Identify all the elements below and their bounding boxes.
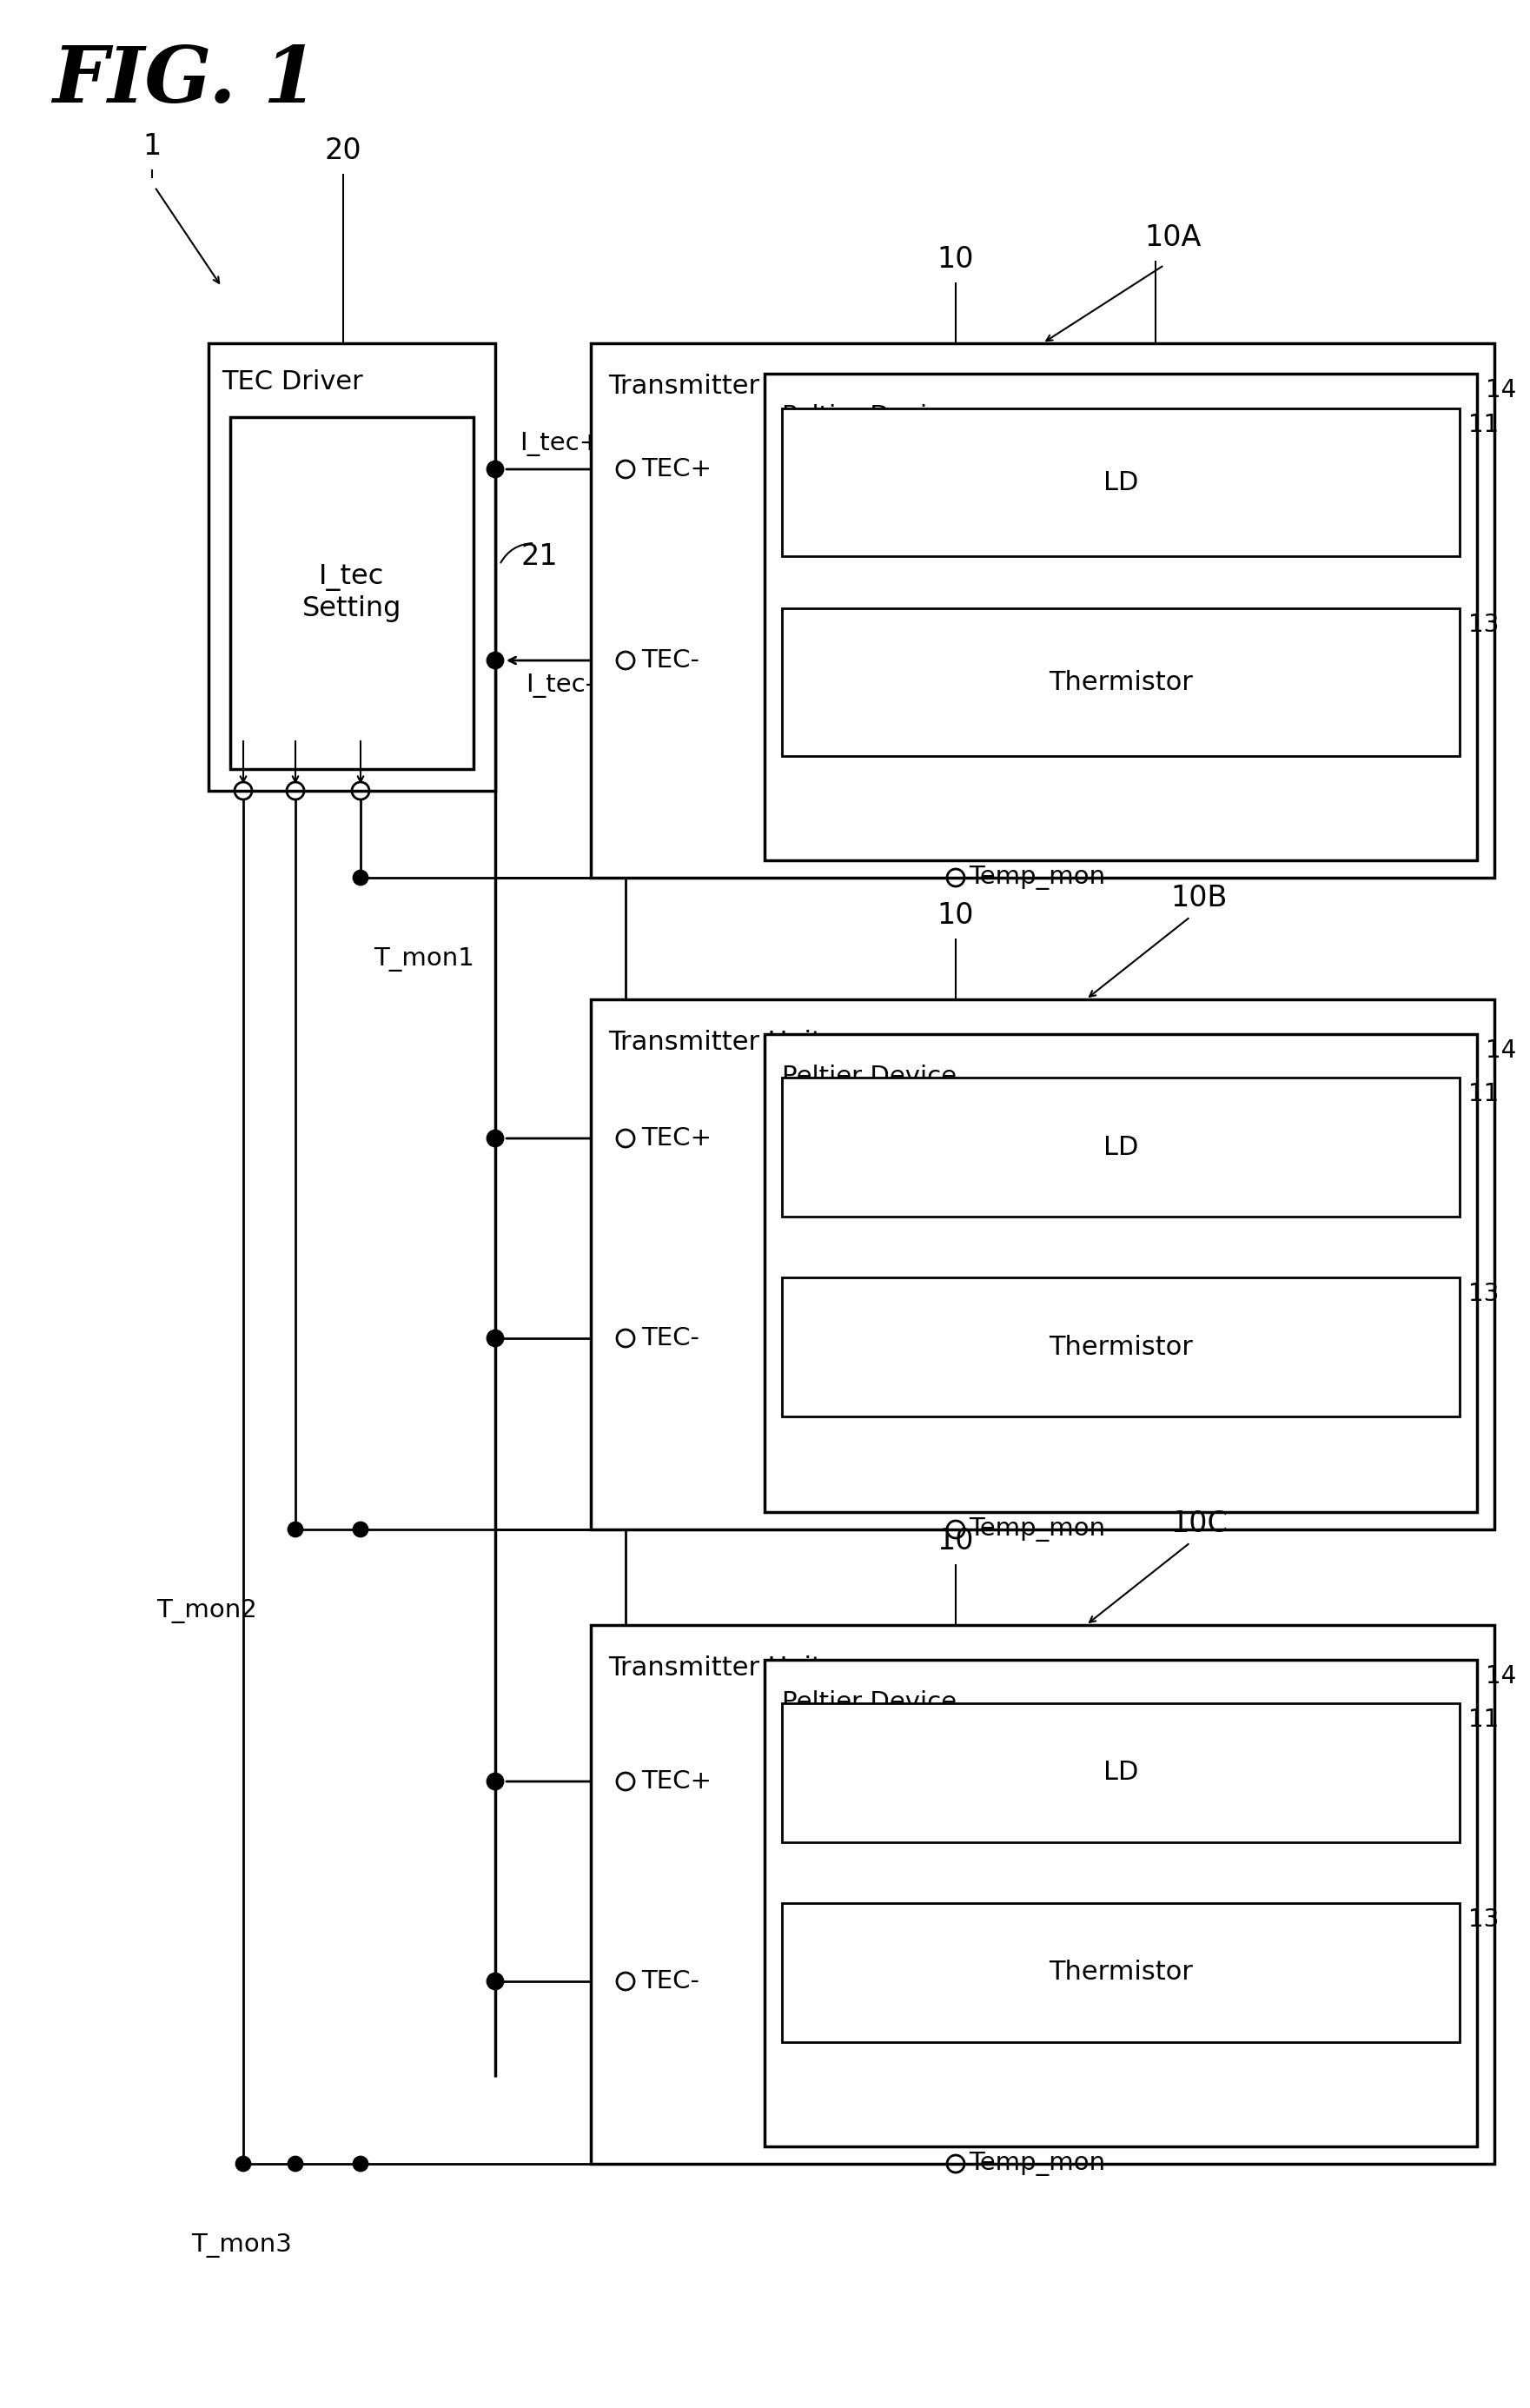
Text: Temp_mon: Temp_mon bbox=[968, 2153, 1105, 2177]
Circle shape bbox=[488, 653, 503, 669]
Text: T_mon1: T_mon1 bbox=[373, 946, 474, 970]
Text: Thermistor: Thermistor bbox=[1048, 669, 1193, 696]
Circle shape bbox=[236, 2158, 251, 2170]
Text: 14: 14 bbox=[1486, 1038, 1516, 1062]
Text: TEC+: TEC+ bbox=[641, 458, 711, 482]
Text: 11: 11 bbox=[1469, 1707, 1499, 1731]
Text: 13: 13 bbox=[1469, 612, 1499, 638]
Text: Peltier Device: Peltier Device bbox=[782, 1064, 956, 1088]
Text: 21: 21 bbox=[522, 542, 558, 571]
Text: Transmitter Unit: Transmitter Unit bbox=[609, 373, 822, 400]
Text: I_tec-: I_tec- bbox=[526, 674, 595, 698]
Bar bbox=[782, 409, 1460, 556]
Bar bbox=[782, 1276, 1460, 1416]
Text: Transmitter Unit: Transmitter Unit bbox=[609, 1031, 822, 1055]
Text: LD: LD bbox=[1103, 1134, 1138, 1161]
Circle shape bbox=[488, 1775, 503, 1789]
Text: Thermistor: Thermistor bbox=[1048, 1960, 1193, 1984]
Text: 10: 10 bbox=[938, 246, 975, 275]
Circle shape bbox=[488, 1132, 503, 1146]
Text: LD: LD bbox=[1103, 1760, 1138, 1784]
Circle shape bbox=[353, 872, 367, 884]
Bar bbox=[208, 344, 496, 790]
Text: T_mon2: T_mon2 bbox=[156, 1599, 257, 1623]
Text: 10B: 10B bbox=[1170, 884, 1227, 913]
Text: Transmitter Unit: Transmitter Unit bbox=[609, 1654, 822, 1681]
Text: Thermistor: Thermistor bbox=[1048, 1334, 1193, 1361]
Text: 1: 1 bbox=[142, 132, 161, 161]
Text: 14: 14 bbox=[1486, 1664, 1516, 1688]
Circle shape bbox=[488, 462, 503, 477]
Circle shape bbox=[488, 1332, 503, 1346]
Bar bbox=[765, 373, 1476, 860]
Text: TEC-: TEC- bbox=[641, 648, 699, 672]
Bar bbox=[782, 1702, 1460, 1842]
Text: FIG. 1: FIG. 1 bbox=[52, 43, 318, 118]
Text: 10A: 10A bbox=[1144, 224, 1201, 253]
Bar bbox=[591, 999, 1495, 1529]
Text: 20: 20 bbox=[324, 137, 361, 166]
Text: TEC Driver: TEC Driver bbox=[222, 368, 363, 395]
Circle shape bbox=[488, 1975, 503, 1989]
Text: Peltier Device: Peltier Device bbox=[782, 405, 956, 429]
Text: TEC+: TEC+ bbox=[641, 1770, 711, 1794]
Bar bbox=[765, 1033, 1476, 1512]
Text: 10: 10 bbox=[938, 901, 975, 929]
Text: LD: LD bbox=[1103, 470, 1138, 496]
Text: I_tec
Setting: I_tec Setting bbox=[303, 563, 401, 621]
Text: 10: 10 bbox=[938, 1527, 975, 1556]
Circle shape bbox=[289, 1522, 303, 1536]
Text: 11: 11 bbox=[1469, 1081, 1499, 1105]
Text: I_tec+: I_tec+ bbox=[520, 431, 601, 455]
Text: Temp_mon: Temp_mon bbox=[968, 864, 1105, 891]
Text: 10C: 10C bbox=[1170, 1510, 1227, 1539]
Text: 13: 13 bbox=[1469, 1281, 1499, 1305]
Text: T_mon3: T_mon3 bbox=[191, 2232, 292, 2259]
Bar bbox=[782, 1076, 1460, 1216]
Text: 14: 14 bbox=[1486, 378, 1516, 402]
Bar bbox=[765, 1659, 1476, 2146]
Bar bbox=[782, 1902, 1460, 2042]
Bar bbox=[782, 609, 1460, 756]
Circle shape bbox=[353, 1522, 367, 1536]
Text: TEC+: TEC+ bbox=[641, 1127, 711, 1151]
Bar bbox=[591, 344, 1495, 877]
Text: 11: 11 bbox=[1469, 412, 1499, 438]
Bar bbox=[229, 417, 473, 768]
Text: Peltier Device: Peltier Device bbox=[782, 1690, 956, 1714]
Circle shape bbox=[289, 2158, 303, 2170]
Text: Temp_mon: Temp_mon bbox=[968, 1517, 1105, 1541]
Text: 13: 13 bbox=[1469, 1907, 1499, 1931]
Bar bbox=[591, 1625, 1495, 2165]
Text: TEC-: TEC- bbox=[641, 1327, 699, 1351]
Text: TEC-: TEC- bbox=[641, 1970, 699, 1994]
Circle shape bbox=[353, 2158, 367, 2170]
